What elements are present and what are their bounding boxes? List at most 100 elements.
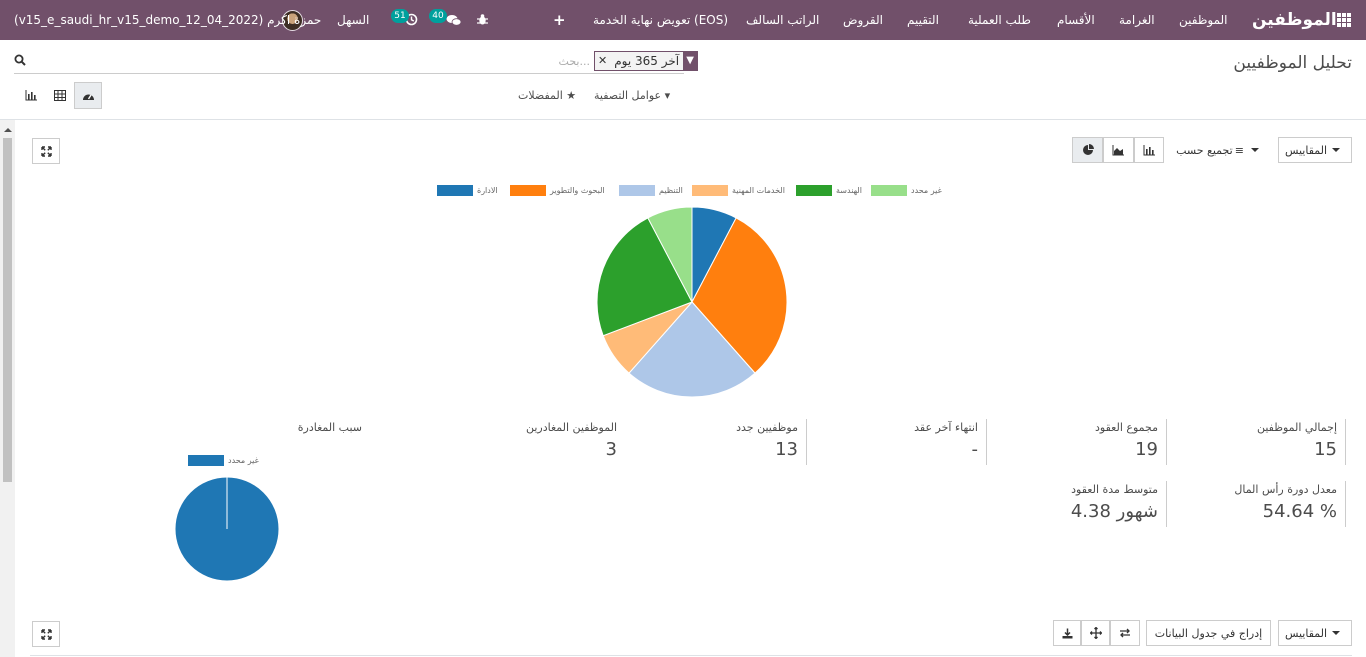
search-facet: ✕ آخر 365 يوم ▼ xyxy=(594,51,699,71)
legend-item[interactable]: غير محدد xyxy=(871,184,942,196)
search-icon[interactable] xyxy=(14,54,26,66)
menu-employees[interactable]: الموظفين xyxy=(1179,13,1228,27)
legend-label: غير محدد xyxy=(911,185,942,195)
insert-in-spreadsheet-button[interactable]: إدراج في جدول البيانات xyxy=(1146,620,1271,646)
department-pie-chart xyxy=(596,206,788,398)
kpi-departing-employees: الموظفين المغادرين 3 xyxy=(450,419,625,465)
legend-swatch xyxy=(692,184,728,196)
bar-chart-icon xyxy=(25,90,37,101)
app-name[interactable]: الموظفين xyxy=(1252,10,1337,30)
kpi-value: 19 xyxy=(1135,439,1158,460)
user-menu[interactable]: حمزة اكرم (v15_e_saudi_hr_v15_demo_12_04… xyxy=(14,13,322,27)
bar-chart-button[interactable] xyxy=(1134,137,1164,163)
measures-dropdown[interactable]: المقاييس xyxy=(1278,137,1352,163)
legend-item[interactable]: البحوث والتطوير xyxy=(510,184,605,196)
pivot-measures-dropdown[interactable]: المقاييس xyxy=(1278,620,1352,646)
expand-all-button[interactable] xyxy=(1081,620,1110,646)
graph-view-button[interactable] xyxy=(17,82,45,109)
legend-swatch xyxy=(871,184,907,196)
kpi-label: انتهاء آخر عقد xyxy=(914,421,978,434)
menu-operation-request[interactable]: طلب العملية xyxy=(968,13,1031,27)
pie-chart-button[interactable] xyxy=(1072,137,1103,163)
facet-value: آخر 365 يوم xyxy=(610,52,684,70)
expand-icon xyxy=(40,145,52,157)
menu-loans[interactable]: القروض xyxy=(843,13,883,27)
legend-item[interactable]: غير محدد xyxy=(188,454,259,466)
search-input[interactable]: بحث... xyxy=(558,55,590,68)
legend-label: البحوث والتطوير xyxy=(550,185,605,195)
menu-appraisal[interactable]: التقييم xyxy=(907,13,939,27)
legend-item[interactable]: التنظيم xyxy=(619,184,683,196)
search-bar[interactable] xyxy=(14,48,684,74)
line-chart-button[interactable] xyxy=(1103,137,1134,163)
kpi-value: 13 xyxy=(775,439,798,460)
list-icon: ≡ xyxy=(1234,143,1244,157)
measures-label: المقاييس xyxy=(1284,626,1328,640)
expand-graph-button[interactable] xyxy=(32,138,60,164)
kpi-label: متوسط مدة العقود xyxy=(1071,483,1158,496)
page-title: تحليل الموظفيين xyxy=(1233,53,1352,73)
facet-remove-icon[interactable]: ✕ xyxy=(595,52,611,70)
kpi-value: - xyxy=(971,439,979,460)
download-icon xyxy=(1062,628,1072,638)
area-chart-icon xyxy=(1112,144,1124,155)
scroll-up-arrow[interactable] xyxy=(4,128,12,132)
pie-slice[interactable] xyxy=(628,301,756,398)
flip-axis-button[interactable] xyxy=(1110,620,1140,646)
kpi-last-contract-end: انتهاء آخر عقد - xyxy=(812,419,987,465)
control-panel-divider xyxy=(0,119,1366,120)
bar-chart-icon xyxy=(1143,144,1155,155)
menu-eos[interactable]: تعويض نهاية الخدمة (EOS) xyxy=(593,13,729,27)
dashboard-view-button[interactable] xyxy=(74,82,102,109)
filters-dropdown[interactable]: عوامل التصفية ▾ xyxy=(594,89,670,102)
company-switcher[interactable]: السهل xyxy=(337,13,370,27)
add-icon[interactable]: + xyxy=(553,11,566,29)
kpi-total-contracts: مجموع العقود 19 xyxy=(992,419,1167,465)
expand-pivot-button[interactable] xyxy=(32,621,60,647)
departure-reason-pie-chart xyxy=(174,476,280,582)
legend-swatch xyxy=(188,454,224,466)
user-avatar[interactable] xyxy=(282,10,303,31)
favorites-dropdown[interactable]: المفضلات ★ xyxy=(518,89,576,102)
legend-swatch xyxy=(437,184,473,196)
legend-item[interactable]: الادارة xyxy=(437,184,498,196)
messages-icon[interactable] xyxy=(446,14,462,27)
top-navbar: الموظفين الموظفين الغرامة الأقسام طلب ال… xyxy=(0,0,1366,40)
legend-label: الهندسة xyxy=(836,185,862,195)
filter-icon: ▼ xyxy=(683,52,698,70)
kpi-label: الموظفين المغادرين xyxy=(525,421,617,434)
kpi-total-employees: إجمالي الموظفين 15 xyxy=(1171,419,1346,465)
filters-label: عوامل التصفية xyxy=(594,89,662,102)
legend-label: الادارة xyxy=(477,185,498,195)
favorites-label: المفضلات xyxy=(518,89,563,102)
pie-slice[interactable] xyxy=(647,206,693,303)
legend-label: غير محدد xyxy=(228,455,259,465)
pie-slice[interactable] xyxy=(691,217,788,374)
pie-slice[interactable] xyxy=(596,217,693,337)
kpi-value: 54.64 % xyxy=(1262,501,1337,522)
pie-chart-icon xyxy=(1082,144,1094,155)
legend-label: الخدمات المهنية xyxy=(732,185,785,195)
kpi-value: 3 xyxy=(605,439,617,460)
legend-item[interactable]: الهندسة xyxy=(796,184,862,196)
legend-item[interactable]: الخدمات المهنية xyxy=(692,184,785,196)
groupby-dropdown[interactable]: تجميع حسب ≡ xyxy=(1172,137,1268,163)
legend-swatch xyxy=(510,184,546,196)
kpi-value: 4.38 شهور xyxy=(1070,501,1158,522)
arrows-icon xyxy=(1089,627,1102,639)
kpi-turnover-rate: معدل دورة رأس المال 54.64 % xyxy=(1171,481,1346,527)
scrollbar-thumb[interactable] xyxy=(3,138,12,482)
menu-salary-advance[interactable]: الراتب السالف xyxy=(746,13,820,27)
dashboard-icon xyxy=(82,94,94,100)
debug-icon[interactable] xyxy=(476,13,489,26)
groupby-label: تجميع حسب xyxy=(1176,143,1233,157)
menu-departments[interactable]: الأقسام xyxy=(1057,13,1095,27)
menu-penalties[interactable]: الغرامة xyxy=(1119,13,1155,27)
table-icon xyxy=(54,90,66,101)
pivot-view-button[interactable] xyxy=(46,82,74,109)
caret-down-icon xyxy=(1332,631,1341,635)
download-button[interactable] xyxy=(1053,620,1081,646)
apps-menu-icon[interactable] xyxy=(1337,13,1351,27)
caret-down-icon xyxy=(1332,148,1341,152)
expand-icon xyxy=(40,628,52,640)
